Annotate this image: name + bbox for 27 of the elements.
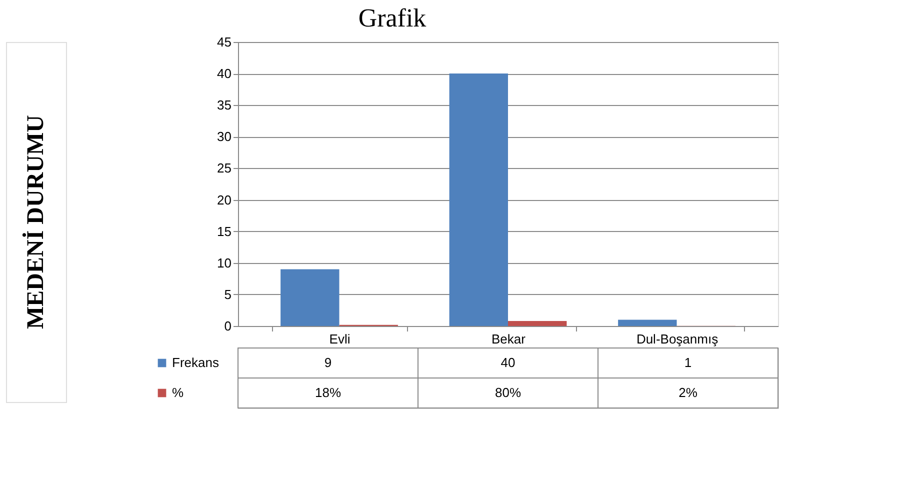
data-label: 40 — [500, 355, 516, 370]
chart-title: Grafik — [358, 4, 426, 32]
bar — [618, 320, 677, 326]
y-tick-label: 15 — [217, 224, 232, 239]
y-tick-label: 5 — [224, 286, 232, 302]
legend-label: % — [172, 385, 184, 400]
data-label: 9 — [324, 355, 332, 370]
bar — [280, 269, 340, 326]
x-tick-label: Evli — [329, 332, 350, 346]
x-tick-label: Dul-Boşanmış — [636, 332, 719, 346]
y-tick-label: 20 — [217, 192, 232, 208]
data-label: 1 — [684, 355, 692, 370]
y-tick-label: 35 — [217, 98, 232, 113]
y-tick-label: 25 — [217, 160, 232, 176]
y-tick-label: 45 — [217, 34, 232, 50]
text: MEDENİ DURUMU — [22, 115, 49, 329]
data-label: 2% — [678, 385, 698, 400]
data-label: 18% — [314, 385, 342, 400]
y-tick-label: 40 — [217, 66, 232, 82]
bar — [449, 74, 508, 326]
legend-label: Frekans — [172, 355, 220, 370]
data-label: 80% — [494, 385, 522, 400]
y-tick-label: 10 — [217, 255, 232, 270]
y-tick-label: 30 — [217, 129, 232, 144]
bar — [508, 320, 567, 326]
x-tick-label: Bekar — [492, 332, 526, 346]
y-tick-label: 0 — [224, 318, 232, 334]
